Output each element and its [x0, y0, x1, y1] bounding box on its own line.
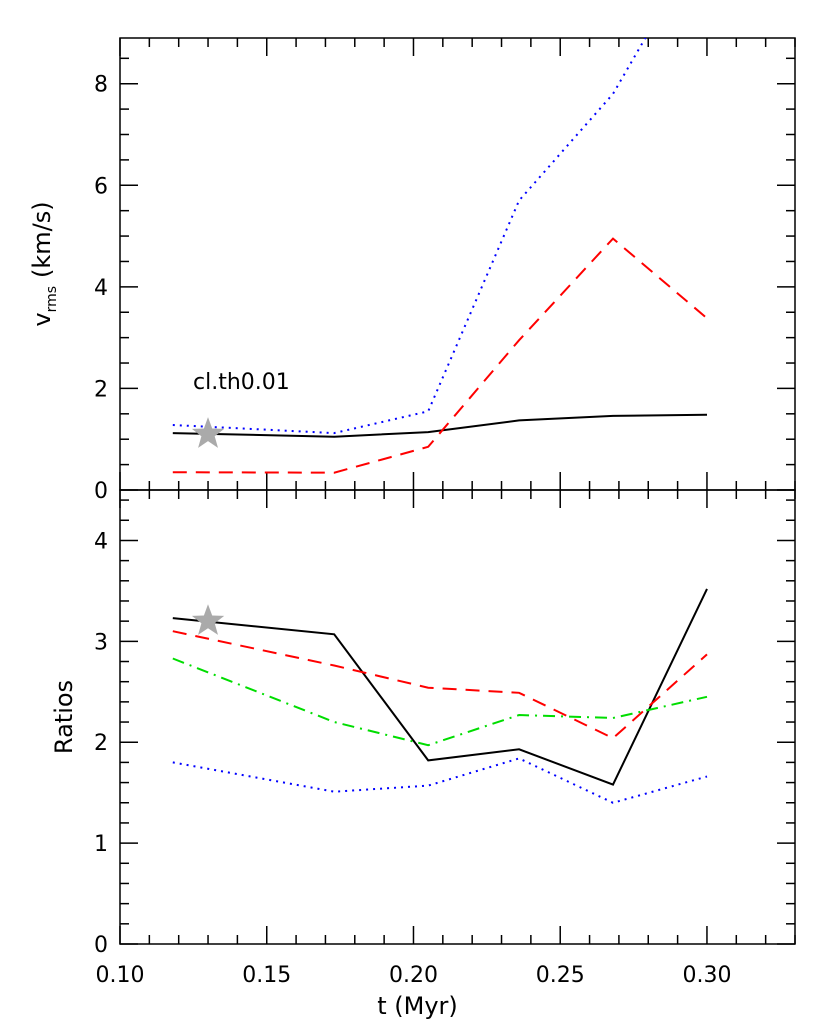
ytick-label: 0 — [94, 479, 108, 504]
top-plot-frame — [119, 37, 796, 491]
ylabel-units: (km/s) — [28, 201, 56, 278]
ytick-label: 4 — [94, 276, 108, 301]
ylabel-main: v — [28, 312, 56, 326]
series-line-dashdot — [172, 657, 708, 747]
ytick-label: 4 — [94, 529, 108, 554]
series-line-solid — [172, 413, 708, 438]
ytick-label: 0 — [94, 933, 108, 958]
top-series — [172, 38, 708, 474]
ytick-label: 6 — [94, 174, 108, 199]
top-panel: 0 2 4 6 8 cl.th0.01 vrms (km/s) — [28, 37, 796, 504]
xtick-label: 0.10 — [96, 963, 145, 988]
bottom-plot-frame — [119, 489, 796, 945]
svg-text:vrms(km/s): vrms (km/s) — [28, 201, 60, 326]
ytick-label: 8 — [94, 73, 108, 98]
bottom-xtick-labels: 0.10 0.15 0.20 0.25 0.30 — [96, 963, 732, 988]
bottom-ticks — [119, 490, 796, 945]
xtick-label: 0.20 — [389, 963, 438, 988]
ytick-label: 2 — [94, 377, 108, 402]
series-line-dashed — [172, 630, 708, 740]
ytick-label: 2 — [94, 731, 108, 756]
xlabel: t (Myr) — [377, 992, 458, 1020]
xtick-label: 0.15 — [242, 963, 291, 988]
ytick-label: 1 — [94, 832, 108, 857]
star-marker — [191, 417, 225, 448]
series-line-dotted — [172, 38, 647, 435]
ylabel-subscript: rms — [44, 286, 60, 312]
series-line-solid — [172, 588, 708, 786]
top-ticks — [119, 38, 796, 491]
xtick-label: 0.30 — [682, 963, 731, 988]
bottom-series — [172, 588, 708, 804]
bottom-panel: 0 1 2 3 4 0.10 0.15 0.20 0.25 0.30 Ratios t (Myr… — [50, 489, 796, 1020]
top-ylabel: vrms (km/s) — [28, 201, 60, 326]
star-marker — [191, 604, 225, 635]
top-ytick-labels: 0 2 4 6 8 — [94, 73, 108, 504]
series-line-dashed — [172, 237, 708, 474]
ytick-label: 3 — [94, 630, 108, 655]
panel-annotation: cl.th0.01 — [193, 370, 290, 395]
bottom-ytick-labels: 0 1 2 3 4 — [94, 529, 108, 958]
xtick-label: 0.25 — [536, 963, 585, 988]
series-line-dotted — [172, 757, 708, 804]
bottom-ylabel: Ratios — [50, 680, 78, 754]
